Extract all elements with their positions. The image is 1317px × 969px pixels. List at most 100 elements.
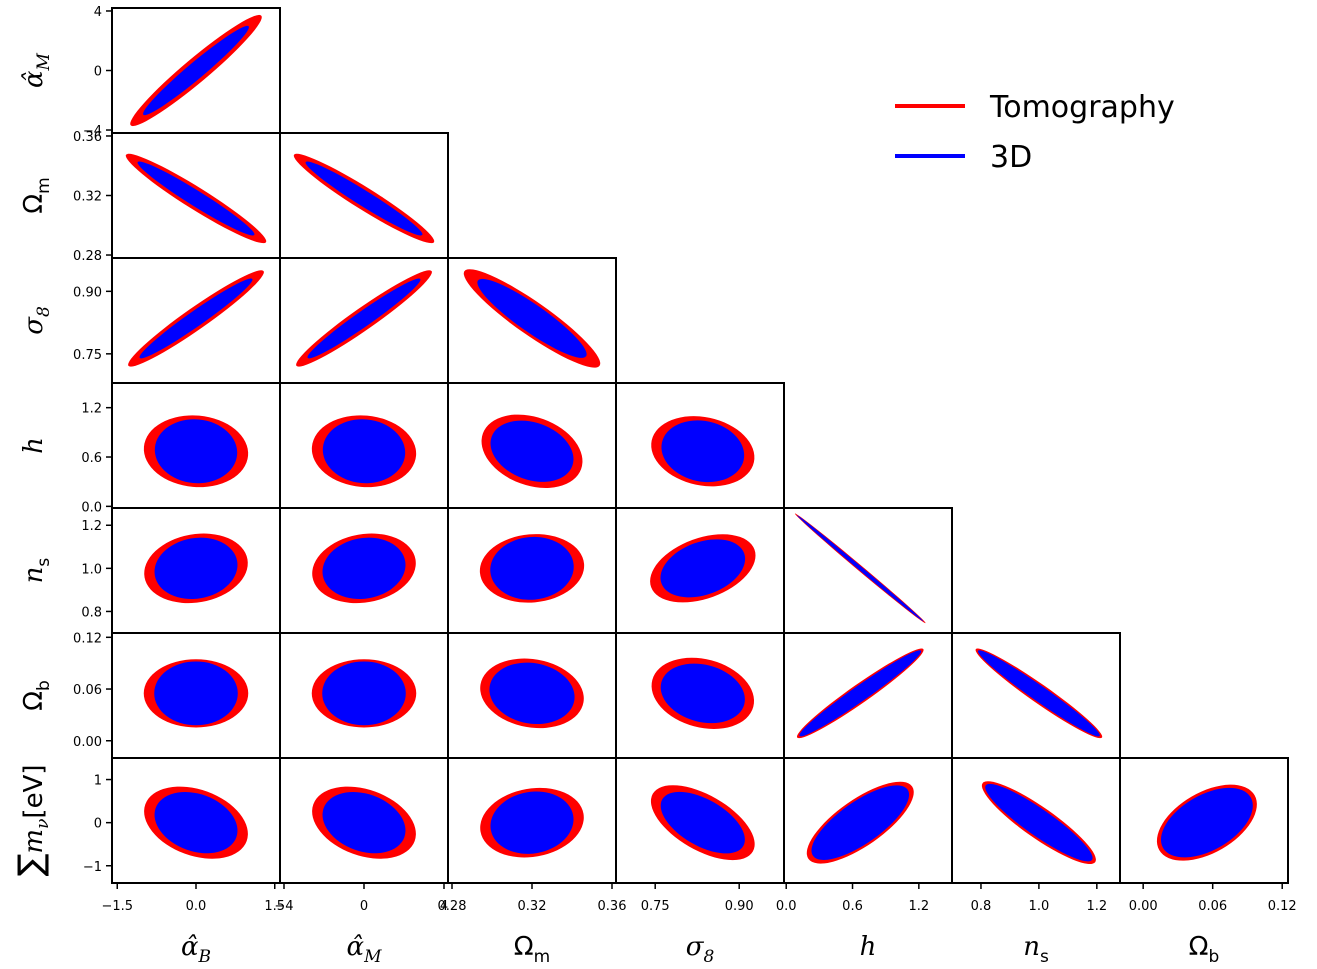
panel-r5-c2 (447, 632, 617, 759)
axis-label-Om: Ωm (514, 932, 550, 967)
panel-r3-c1 (279, 382, 449, 509)
ytick-label-ns-1: 1.0 (81, 562, 102, 577)
ytick-label-alphaM-0: −4 (83, 124, 102, 139)
ellipse-3d-r6-c1 (322, 792, 406, 854)
panel-r5-c4 (783, 632, 953, 759)
ellipse-3d-r6-c5 (985, 783, 1093, 862)
ytick-label-mnu-1: 0 (94, 817, 102, 832)
panel-r4-c0 (111, 507, 281, 634)
panel-r3-c2 (447, 382, 617, 509)
panel-r1-c1 (279, 132, 449, 259)
y-axes-layer: −4 0 4 α̂M 0.28 0.32 0.36 Ωm 0.75 0.90 σ8 0.0 0.6 1.2… (11, 5, 112, 877)
panel-r5-c3 (615, 632, 785, 759)
xtick-label-ns-2: 1.2 (1086, 899, 1107, 914)
xtick-label-Ob-1: 0.06 (1198, 899, 1227, 914)
ellipse-3d-r3-c2 (490, 420, 574, 482)
xtick-label-Om-0: 0.28 (438, 899, 467, 914)
axis-label-Ob: Ωb (19, 680, 54, 711)
ytick-label-Ob-1: 0.06 (73, 683, 102, 698)
ellipse-3d-r6-c0 (154, 792, 238, 854)
ellipse-3d-r2-c1 (307, 278, 421, 359)
ellipse-3d-r5-c5 (977, 650, 1100, 737)
panel-r6-c4 (783, 757, 953, 884)
panel-r4-c3 (615, 507, 785, 634)
xtick-label-h-2: 1.2 (908, 899, 929, 914)
panel-r6-c1 (279, 757, 449, 884)
ytick-label-mnu-2: 1 (94, 774, 102, 789)
xtick-label-s8-1: 0.90 (725, 899, 754, 914)
panel-r6-c6 (1119, 757, 1289, 884)
axis-label-ns: ns (1023, 932, 1049, 967)
legend: Tomography 3D (895, 90, 1175, 175)
ytick-label-alphaM-2: 4 (94, 5, 102, 20)
ytick-label-ns-0: 0.8 (81, 605, 102, 620)
xtick-label-alphaM-2: 4 (440, 899, 448, 914)
panel-r6-c2 (447, 757, 617, 884)
panel-r5-c0 (111, 632, 281, 759)
xtick-label-Ob-2: 0.12 (1268, 899, 1297, 914)
xtick-label-alphaM-0: −4 (274, 899, 293, 914)
xtick-label-Om-2: 0.36 (598, 899, 627, 914)
ellipse-3d-r2-c0 (139, 278, 253, 359)
ytick-label-s8-0: 0.75 (73, 348, 102, 363)
ellipse-3d-r0-c0 (143, 25, 249, 116)
ytick-label-h-0: 0.0 (81, 500, 102, 515)
panel-frame-r6-c6 (1119, 757, 1289, 884)
xtick-label-h-0: 0.0 (776, 899, 797, 914)
xtick-label-Ob-0: 0.00 (1129, 899, 1158, 914)
ellipse-3d-r2-c2 (477, 278, 587, 358)
ytick-label-mnu-0: −1 (83, 860, 102, 875)
panels-layer (111, 7, 1289, 884)
axis-label-h: h (19, 437, 49, 454)
ellipse-3d-r3-c0 (154, 419, 238, 484)
panel-r6-c0 (111, 757, 281, 884)
axis-label-h: h (860, 932, 877, 962)
ytick-label-Ob-0: 0.00 (73, 735, 102, 750)
ytick-label-Om-1: 0.32 (73, 190, 102, 205)
ytick-label-ns-2: 1.2 (81, 519, 102, 534)
x-axes-layer: −1.5 0.0 1.5 α̂B −4 0 4 α̂M 0.28 0.32 0.36 Ωm 0.75 0.… (101, 883, 1297, 967)
panel-r0-c0 (111, 7, 281, 134)
ellipse-3d-r4-c4 (797, 515, 924, 622)
panel-r1-c0 (111, 132, 281, 259)
ytick-label-Om-2: 0.36 (73, 130, 102, 145)
panel-r2-c2 (447, 257, 617, 384)
ytick-label-Ob-2: 0.12 (73, 631, 102, 646)
panel-r6-c5 (951, 757, 1121, 884)
axis-label-alphaM: α̂M (19, 52, 54, 88)
ellipse-3d-r4-c0 (154, 537, 238, 600)
panel-r4-c4 (783, 507, 953, 634)
xtick-label-h-1: 0.6 (842, 899, 863, 914)
ellipse-3d-r6-c2 (490, 791, 574, 854)
legend-label-3d: 3D (990, 140, 1032, 175)
axis-label-Ob: Ωb (1189, 932, 1220, 967)
ellipse-3d-r4-c1 (322, 537, 406, 600)
xtick-label-alphaM-1: 0 (360, 899, 368, 914)
panel-r5-c5 (951, 632, 1121, 759)
axis-label-alphaB: α̂B (181, 932, 211, 967)
axis-label-Om: Ωm (19, 177, 54, 213)
xtick-label-s8-0: 0.75 (641, 899, 670, 914)
ellipse-3d-r6-c6 (1160, 787, 1253, 858)
panel-r4-c1 (279, 507, 449, 634)
axis-label-s8: σ8 (686, 932, 715, 967)
axis-label-s8: σ8 (19, 306, 54, 335)
ellipse-3d-r5-c0 (154, 661, 238, 726)
xtick-label-alphaB-1: 0.0 (186, 899, 207, 914)
xtick-label-Om-1: 0.32 (518, 899, 547, 914)
xtick-label-alphaB-2: 1.5 (264, 899, 285, 914)
ellipse-3d-r5-c3 (660, 663, 745, 724)
ytick-label-Om-0: 0.28 (73, 249, 102, 264)
legend-label-tomography: Tomography (989, 90, 1175, 125)
ytick-label-h-2: 1.2 (81, 402, 102, 417)
panel-r3-c0 (111, 382, 281, 509)
ellipse-3d-r1-c0 (137, 161, 255, 236)
panel-r2-c1 (279, 257, 449, 384)
ytick-label-alphaM-1: 0 (94, 65, 102, 80)
ellipse-3d-r4-c2 (490, 536, 574, 600)
axis-label-ns: ns (19, 558, 54, 584)
ellipse-3d-r4-c3 (660, 539, 746, 598)
panel-r6-c3 (615, 757, 785, 884)
xtick-label-alphaB-0: −1.5 (101, 899, 133, 914)
